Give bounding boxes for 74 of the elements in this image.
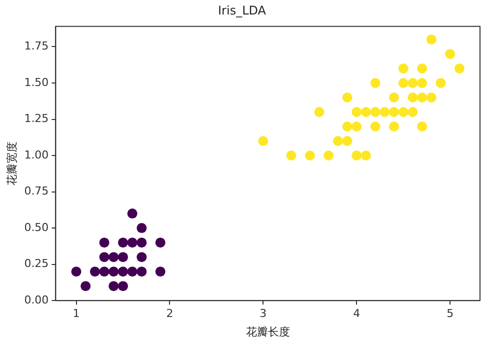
point — [370, 122, 380, 132]
point — [454, 63, 464, 74]
point — [342, 122, 352, 132]
point — [286, 150, 296, 161]
point — [417, 78, 428, 88]
point — [398, 106, 408, 117]
point — [360, 106, 371, 117]
point — [426, 34, 436, 44]
point — [99, 252, 110, 262]
point — [436, 78, 446, 88]
point — [108, 266, 119, 277]
point — [417, 92, 428, 102]
y-tick-label: 0.25 — [24, 257, 49, 270]
point — [304, 150, 315, 161]
x-tick-label: 2 — [166, 307, 174, 320]
point — [127, 238, 138, 248]
point — [127, 266, 138, 277]
point — [342, 136, 352, 146]
point — [380, 106, 390, 117]
point — [108, 281, 119, 292]
point — [352, 122, 362, 132]
y-tick-label: 0.00 — [24, 293, 49, 306]
y-tick-label: 0.50 — [24, 220, 49, 234]
point — [370, 78, 380, 88]
point — [370, 106, 380, 117]
point — [324, 150, 334, 161]
point — [445, 48, 456, 59]
x-tick-label: 1 — [72, 307, 80, 320]
point — [99, 238, 110, 248]
point — [352, 150, 362, 161]
point — [360, 150, 371, 161]
x-tick-label: 3 — [260, 307, 267, 320]
point — [352, 106, 362, 117]
point — [398, 63, 408, 74]
point — [389, 92, 400, 102]
point — [136, 238, 147, 248]
point — [136, 266, 147, 277]
x-axis-title: 花瓣长度 — [246, 325, 290, 338]
point — [389, 106, 400, 117]
point — [118, 281, 128, 292]
point — [408, 78, 418, 88]
point — [408, 92, 418, 102]
point — [155, 266, 166, 277]
point — [99, 266, 110, 277]
y-axis-title: 花瓣宽度 — [5, 142, 18, 186]
point — [108, 252, 119, 262]
y-tick-label: 1.50 — [24, 76, 49, 89]
y-tick-label: 1.75 — [24, 40, 49, 53]
point — [118, 238, 128, 248]
point — [90, 266, 100, 277]
point — [80, 281, 91, 292]
point — [398, 78, 408, 88]
point — [155, 238, 166, 248]
point — [136, 252, 147, 262]
point — [342, 92, 352, 102]
point — [118, 266, 128, 277]
point — [258, 136, 268, 146]
x-tick-label: 5 — [446, 307, 454, 320]
point — [408, 106, 418, 117]
y-tick-label: 1.00 — [24, 148, 49, 162]
point — [71, 266, 82, 277]
point — [332, 136, 343, 146]
point — [136, 223, 147, 234]
y-tick-label: 1.25 — [24, 112, 49, 126]
point — [118, 252, 128, 262]
point — [314, 106, 324, 117]
point — [127, 208, 138, 219]
chart-title: Iris_LDA — [218, 3, 267, 18]
x-tick-label: 4 — [353, 307, 360, 320]
point — [389, 122, 400, 132]
point — [426, 92, 436, 102]
point — [417, 63, 428, 74]
point — [417, 122, 428, 132]
y-tick-label: 0.75 — [24, 184, 49, 198]
